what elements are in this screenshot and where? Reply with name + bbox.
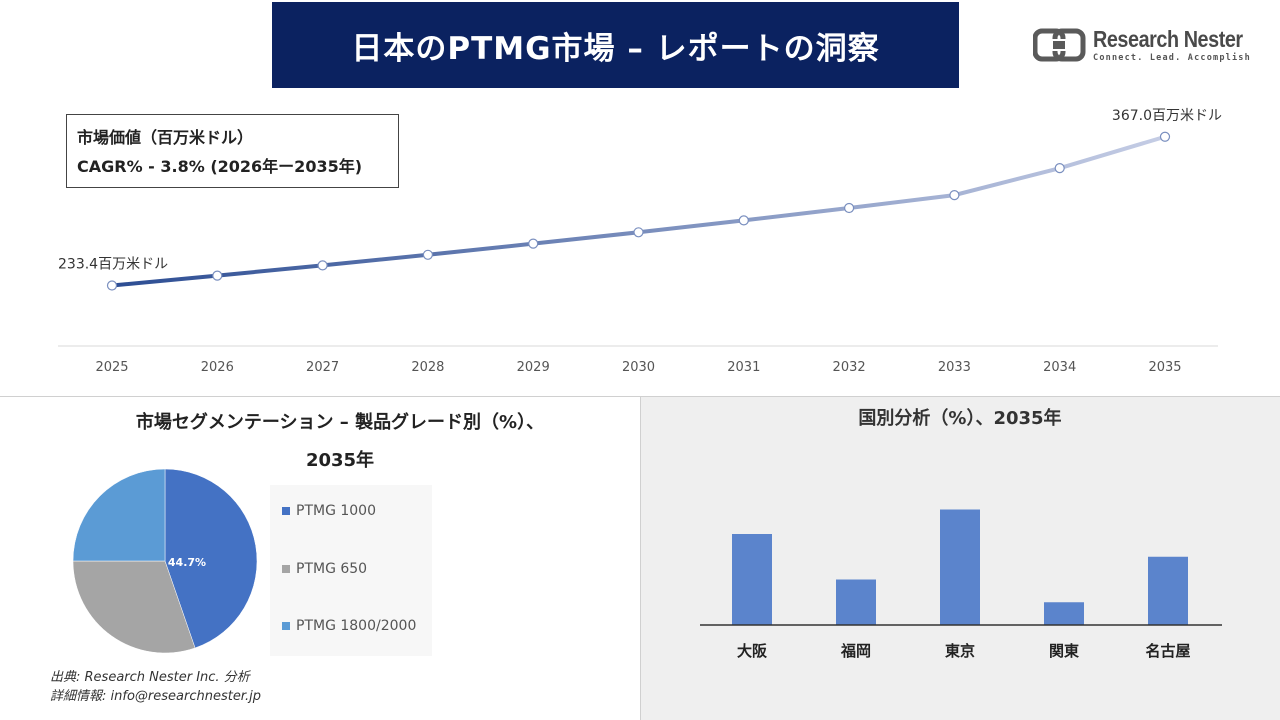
pie-slice-ptmg-1800-2000 [72,468,166,562]
bar-大阪 [732,534,772,625]
x-tick-label-2034: 2034 [1043,360,1076,375]
logo-name: Research Nester [1093,26,1243,52]
contact-line: 詳細情報: info@researchnester.jp [50,689,261,704]
x-tick-label-2032: 2032 [833,360,866,375]
pie-chart-title: 市場セグメンテーション – 製品グレード別（%）、 2035年 [60,404,620,480]
data-point-2027 [317,260,328,271]
legend-item-ptmg-650: PTMG 650 [282,561,367,577]
logo-mark-icon [1033,28,1086,62]
data-point-2031 [738,215,749,226]
bar-label-東京: 東京 [945,642,975,660]
pie-slice-ptmg-1000 [164,468,258,649]
page-title: 日本のPTMG市場 – レポートの洞察 [272,2,959,88]
legend-swatch [282,565,290,573]
pie-data-label: 44.7% [168,556,206,569]
x-tick-label-2030: 2030 [622,360,655,375]
legend-swatch [282,507,290,515]
x-tick-label-2025: 2025 [95,360,128,375]
data-point-2032 [843,202,855,214]
market-info-box: 市場価値（百万米ドル） CAGR% - 3.8% (2026年ー2035年) [66,114,399,188]
data-point-2025 [106,280,118,291]
country-bar-chart: 大阪 福岡 東京 関東 名古屋 [700,509,1222,660]
x-tick-label-2035: 2035 [1148,360,1181,375]
end-value-label: 367.0百万米ドル [1112,108,1222,124]
legend-item-ptmg-1800-2000: PTMG 1800/2000 [282,618,416,634]
start-value-label: 233.4百万米ドル [58,257,168,273]
pie-title-line1: 市場セグメンテーション – 製品グレード別（%）、 [135,412,545,433]
pie-title-line2: 2035年 [305,450,375,471]
data-point-2034 [1054,163,1065,174]
source-note: 出典: Research Nester Inc. 分析 詳細情報: info@r… [50,668,261,706]
data-point-2026 [212,270,223,281]
bar-名古屋 [1148,556,1188,625]
legend-swatch [282,622,290,630]
legend-label: PTMG 1800/2000 [296,618,417,634]
x-tick-label-2033: 2033 [938,360,971,375]
segment-pie-chart: 44.7% [72,468,258,654]
data-point-2029 [528,238,539,249]
logo-tagline: Connect. Lead. Accomplish [1093,53,1251,63]
section-divider [0,396,1280,397]
legend-label: PTMG 1000 [296,503,377,519]
data-point-2033 [949,190,960,201]
x-tick-label-2031: 2031 [727,360,760,375]
bar-chart-title: 国別分析（%）、2035年 [858,408,1062,429]
cagr-label: CAGR% - 3.8% (2026年ー2035年) [77,157,363,176]
x-tick-label-2029: 2029 [517,360,550,375]
data-point-2035 [1159,131,1171,142]
x-tick-label-2028: 2028 [411,360,444,375]
pie-slice-ptmg-650 [72,560,196,654]
pie-legend: PTMG 1000 PTMG 650 PTMG 1800/2000 [270,485,432,656]
bar-label-関東: 関東 [1049,642,1079,660]
legend-item-ptmg-1000: PTMG 1000 [282,503,376,519]
bar-東京 [940,509,980,625]
bar-label-福岡: 福岡 [840,642,871,660]
x-tick-label-2026: 2026 [201,360,234,375]
bar-label-名古屋: 名古屋 [1145,642,1190,660]
legend-label: PTMG 650 [296,561,368,577]
market-value-label: 市場価値（百万米ドル） [77,128,254,147]
bar-福岡 [836,579,876,625]
research-nester-logo: Research Nester Connect. Lead. Accomplis… [1033,26,1263,66]
market-value-line-chart: 2025 2026 2027 2028 2029 2030 2031 2032 2033 2034… [58,108,1222,375]
bar-関東 [1044,602,1084,625]
source-line: 出典: Research Nester Inc. 分析 [50,670,250,685]
data-point-2028 [422,249,433,260]
bar-label-大阪: 大阪 [737,642,768,660]
x-tick-label-2027: 2027 [306,360,339,375]
data-point-2030 [633,227,644,238]
